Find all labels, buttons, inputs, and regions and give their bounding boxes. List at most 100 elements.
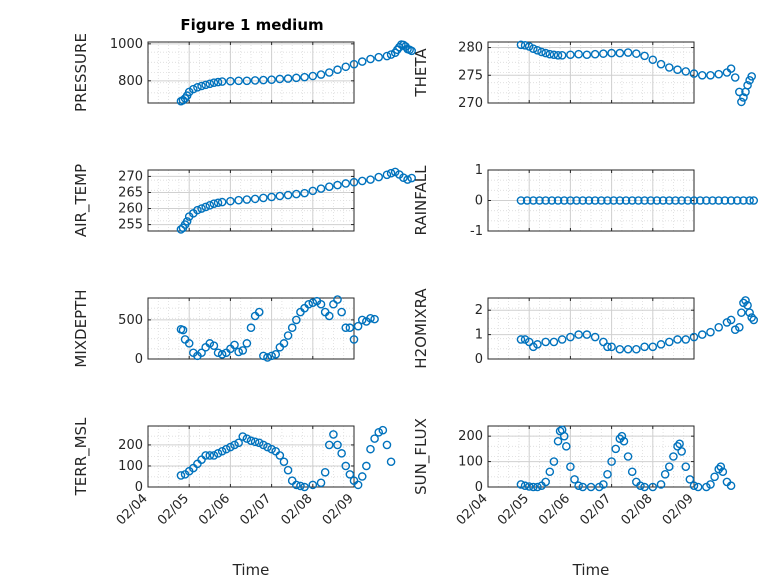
data-point	[242, 434, 252, 443]
data-point	[553, 436, 563, 446]
data-point	[566, 196, 575, 205]
data-point	[300, 72, 309, 82]
figure-title: Figure 1 medium	[180, 16, 323, 34]
data-point	[590, 196, 600, 205]
data-point	[566, 332, 575, 342]
data-point	[673, 442, 682, 451]
y-axis-label: SUN_FLUX	[412, 418, 431, 495]
data-point	[741, 296, 750, 305]
y-axis-label: AIR_TEMP	[72, 164, 91, 237]
data-point	[283, 74, 293, 83]
data-point	[636, 481, 645, 491]
y-tick-label: 800	[118, 74, 143, 89]
data-point	[677, 447, 686, 456]
data-point	[333, 180, 342, 190]
data-point	[739, 196, 748, 205]
y-tick-label: 100	[458, 455, 483, 470]
data-point	[726, 481, 736, 491]
data-point	[648, 342, 658, 352]
axes-box	[147, 169, 355, 232]
data-point	[549, 337, 559, 347]
data-point	[609, 196, 618, 205]
data-point	[578, 196, 588, 205]
data-point	[386, 168, 396, 178]
data-point	[726, 315, 736, 325]
y-tick-label: 275	[458, 68, 483, 83]
data-point	[259, 193, 268, 203]
data-point	[516, 196, 526, 205]
data-point	[189, 84, 198, 94]
data-point	[333, 440, 342, 450]
data-point	[603, 196, 612, 205]
data-point	[735, 87, 744, 97]
data-point	[524, 337, 534, 347]
data-point	[250, 194, 260, 204]
data-point	[615, 344, 625, 354]
subplot-pressure: 800 1000 PRESSURE	[72, 33, 416, 112]
data-point	[566, 50, 575, 60]
data-point	[673, 335, 682, 344]
data-point	[623, 452, 633, 461]
data-point	[226, 196, 235, 206]
data-point	[574, 481, 583, 491]
data-point	[378, 425, 388, 435]
data-point	[706, 327, 715, 337]
data-point	[706, 480, 715, 489]
data-point	[279, 457, 289, 467]
data-point	[275, 74, 285, 84]
data-point	[640, 196, 649, 205]
data-point	[586, 482, 596, 492]
axes-box	[147, 41, 355, 104]
data-point	[386, 50, 396, 59]
data-point	[664, 337, 674, 347]
data-point	[320, 467, 330, 477]
data-point	[226, 442, 235, 452]
data-point	[524, 482, 534, 491]
data-point	[516, 40, 526, 50]
data-point	[697, 330, 707, 339]
data-point	[382, 51, 392, 61]
data-point	[673, 65, 682, 75]
data-point	[597, 196, 606, 205]
data-point	[267, 75, 276, 85]
data-point	[743, 80, 752, 90]
data-point	[279, 339, 289, 348]
data-point	[574, 49, 583, 59]
data-point	[535, 196, 544, 205]
data-point	[533, 482, 542, 492]
data-point	[341, 62, 351, 72]
data-point	[607, 457, 616, 466]
data-point	[292, 189, 301, 199]
data-point	[304, 299, 313, 309]
subplot-theta: 270 275 280 THETA	[412, 40, 756, 111]
data-point	[660, 469, 670, 479]
data-point	[182, 217, 192, 226]
data-point	[193, 82, 202, 92]
data-point	[213, 77, 223, 87]
data-point	[607, 342, 616, 352]
data-point	[584, 196, 594, 205]
data-point	[259, 75, 268, 85]
y-axis-label: H2OMIXRA	[412, 288, 430, 369]
data-point	[599, 49, 608, 58]
y-axis-label: RAINFALL	[412, 165, 430, 236]
data-point	[599, 480, 608, 489]
data-point	[374, 172, 384, 182]
data-point	[209, 78, 219, 87]
data-point	[590, 49, 600, 59]
data-point	[714, 322, 724, 332]
data-point	[652, 196, 662, 205]
data-point	[529, 482, 538, 492]
data-point	[353, 321, 363, 331]
data-point	[324, 68, 334, 77]
data-point	[582, 330, 592, 339]
data-point	[308, 480, 318, 490]
data-point	[292, 480, 301, 490]
data-point	[345, 470, 355, 479]
data-point	[242, 76, 252, 86]
data-point	[242, 339, 252, 348]
data-point	[345, 323, 355, 333]
data-point	[747, 313, 756, 322]
y-axis-label: THETA	[412, 48, 430, 98]
